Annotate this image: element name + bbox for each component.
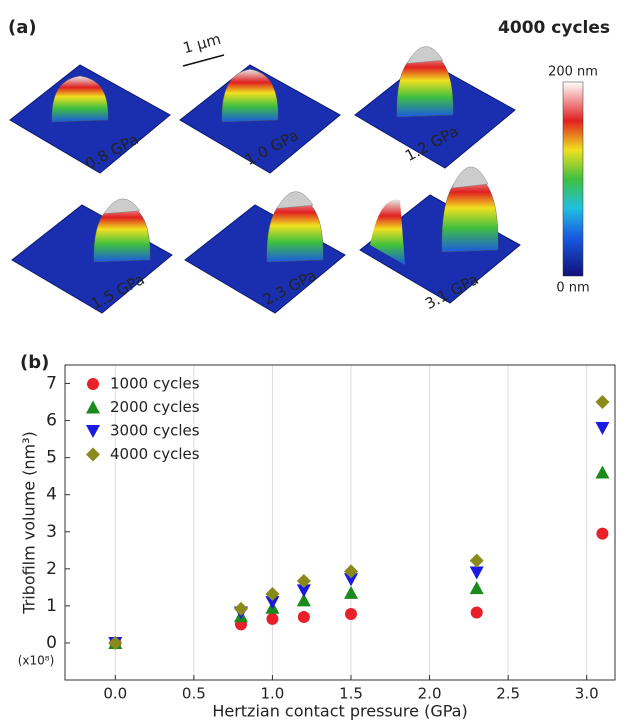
marker xyxy=(344,564,358,579)
y-tick-label: 4 xyxy=(46,485,57,505)
y-tick-label: 1 xyxy=(46,596,57,616)
scale-bar xyxy=(182,54,225,67)
y-tick-label: 0 xyxy=(46,633,57,653)
x-tick-label: 0.0 xyxy=(103,685,127,703)
x-tick-label: 1.0 xyxy=(260,685,284,703)
film xyxy=(51,75,109,123)
legend-label: 4000 cycles xyxy=(110,445,200,463)
x-tick-label: 2.0 xyxy=(418,685,442,703)
film-peak xyxy=(451,166,489,189)
y-tick-label: 2 xyxy=(46,559,57,579)
marker xyxy=(344,573,358,587)
panel-label: (a) xyxy=(8,17,37,38)
film xyxy=(370,199,405,265)
marker xyxy=(470,606,483,619)
marker xyxy=(296,574,311,589)
legend-label: 3000 cycles xyxy=(110,422,200,440)
x-axis-label: Hertzian contact pressure (GPa) xyxy=(212,702,467,721)
panel-label: (b) xyxy=(20,352,49,373)
legend-marker xyxy=(86,447,100,462)
panel-a xyxy=(9,46,521,314)
marker xyxy=(265,596,280,610)
marker xyxy=(595,465,610,479)
panel-title: 4000 cycles xyxy=(498,18,610,38)
colorbar-max: 200 nm xyxy=(548,65,598,80)
marker xyxy=(596,527,609,540)
x-tick-label: 2.5 xyxy=(496,685,520,703)
plot: 0.0 0.5 1.0 1.5 2.0 2.5 3.0 0 1 2 3 4 5 6 7 Hertzian co… xyxy=(18,364,616,721)
marker xyxy=(296,593,311,607)
legend-marker xyxy=(86,425,100,438)
y-tick-label: 5 xyxy=(46,448,57,468)
colorbar xyxy=(562,81,584,277)
film-peak xyxy=(103,198,141,214)
marker xyxy=(265,587,280,602)
marker xyxy=(296,584,311,598)
scale-bar-label: 1 µm xyxy=(181,30,223,57)
marker xyxy=(345,608,357,621)
y-tick-label: 6 xyxy=(46,411,57,431)
marker xyxy=(234,601,248,616)
film xyxy=(221,68,279,123)
plot-frame xyxy=(64,364,616,681)
annotation: (x10⁸) xyxy=(18,654,55,668)
legend-marker xyxy=(86,400,100,414)
legend-marker xyxy=(87,378,99,390)
legend-label: 2000 cycles xyxy=(110,398,200,416)
surface xyxy=(184,204,346,314)
surface xyxy=(11,204,173,314)
marker xyxy=(595,395,610,410)
marker xyxy=(266,612,279,625)
film-peak xyxy=(276,191,314,209)
marker xyxy=(469,581,484,595)
marker xyxy=(108,635,123,650)
x-tick-label: 3.0 xyxy=(575,685,599,703)
legend-label: 1000 cycles xyxy=(110,375,200,393)
marker xyxy=(469,566,484,580)
marker xyxy=(297,611,310,623)
y-axis-label: Tribofilm volume (nm³) xyxy=(20,431,39,615)
marker xyxy=(595,422,610,435)
x-tick-label: 0.5 xyxy=(182,685,206,703)
marker xyxy=(469,553,484,568)
x-tick-label: 1.5 xyxy=(339,685,363,703)
film-peak xyxy=(406,46,444,64)
y-tick-label: 7 xyxy=(46,374,57,394)
marker xyxy=(344,585,358,599)
y-tick-label: 3 xyxy=(46,522,57,542)
colorbar-min: 0 nm xyxy=(556,281,589,296)
